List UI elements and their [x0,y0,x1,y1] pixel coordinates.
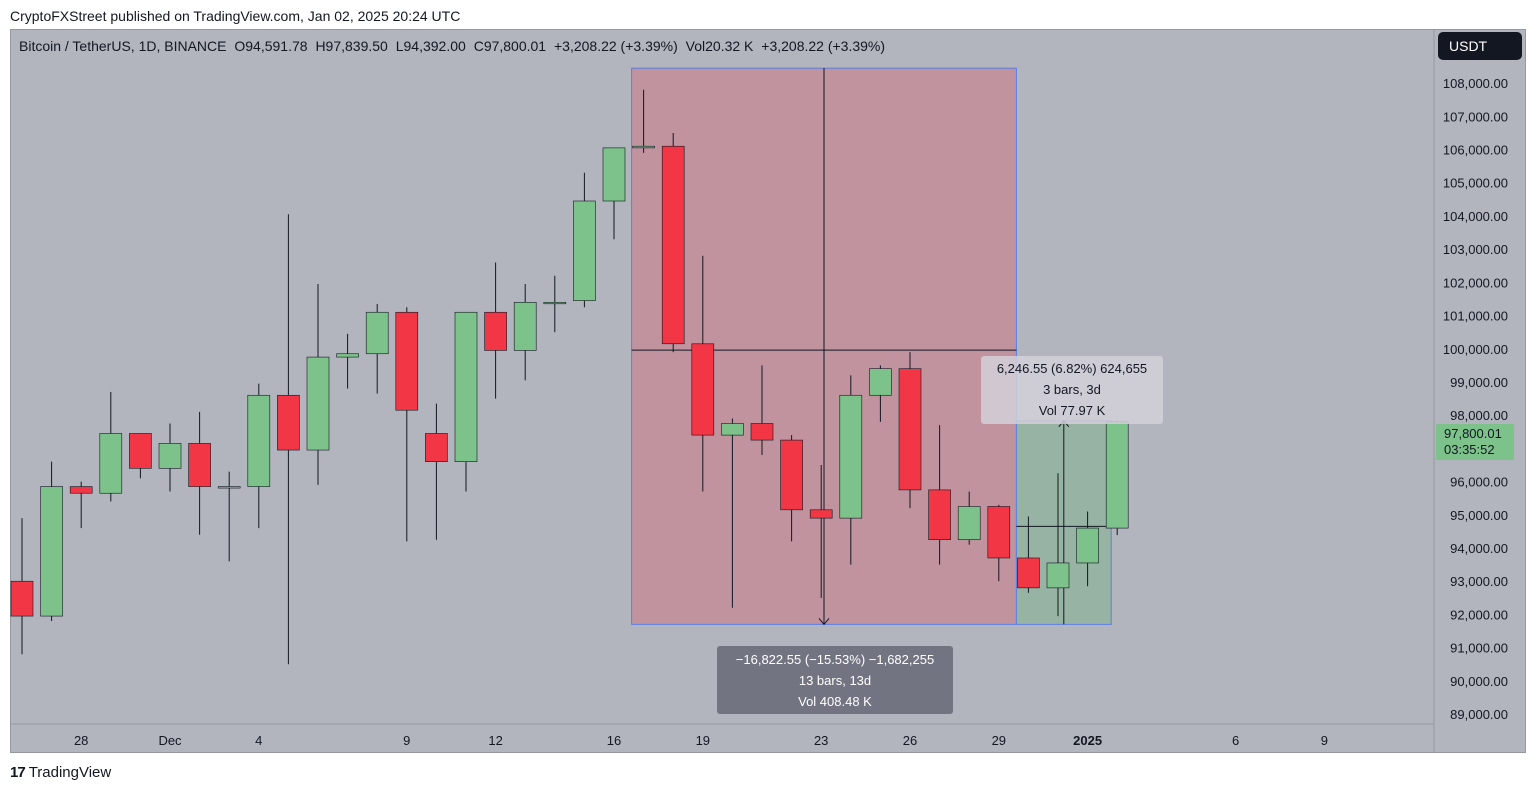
candle-up [158,443,182,469]
candle-down [188,443,211,487]
y-tick-label: 108,000.00 [1443,76,1508,91]
candle-up [721,423,744,436]
candle-down [898,368,922,491]
currency-button[interactable]: USDT [1438,32,1522,60]
x-tick-label: 28 [74,733,88,748]
candle-up [957,506,981,541]
candle-down [987,506,1011,559]
legend-symbol[interactable]: Bitcoin / TetherUS, 1D, BINANCE [19,38,227,54]
candle-down [10,580,34,617]
y-tick-label: 98,000.00 [1450,408,1508,423]
candle-up [454,311,478,462]
candle-up [247,394,271,487]
candle-down [69,486,93,494]
candle-down [484,311,507,351]
candle-countdown: 03:35:52 [1444,442,1495,457]
candle-down [395,311,419,411]
candle-up [573,200,596,301]
candle-down [928,489,951,541]
candle-up [99,433,123,494]
measure-up-change: 6,246.55 (6.82%) 624,655 [996,361,1148,376]
legend-change: +3,208.22 (+3.39%) [554,38,678,54]
x-tick-label: 6 [1232,733,1239,748]
candle-down [277,394,300,451]
measure-down-bars: 13 bars, 13d [798,673,872,688]
y-tick-label: 103,000.00 [1443,242,1508,257]
legend-high: H97,839.50 [315,38,388,54]
x-tick-label: 9 [403,733,410,748]
x-tick-label: Dec [158,733,182,748]
y-tick-label: 102,000.00 [1443,275,1508,290]
candle-up [869,368,892,396]
candle-up [513,301,537,351]
candle-down [425,433,448,462]
x-tick-label: 29 [992,733,1006,748]
candle-down [809,509,833,519]
measure-up-bars: 3 bars, 3d [1043,382,1101,397]
legend-close: C97,800.01 [473,38,547,54]
candle-down [129,433,152,469]
candle-up [365,311,389,355]
x-tick-label: 23 [814,733,828,748]
measure-down-change: −16,822.55 (−15.53%) −1,682,255 [735,652,935,667]
candle-up [602,147,626,202]
x-tick-label: 4 [255,733,262,748]
x-tick-label: 16 [607,733,621,748]
y-tick-label: 104,000.00 [1443,209,1508,224]
x-tick-label: 19 [696,733,710,748]
candle-up [543,301,567,305]
candle-down [780,439,803,511]
last-price-label: 97,800.01 03:35:52 [1436,424,1514,460]
y-tick-label: 105,000.00 [1443,176,1508,191]
symbol-legend: Bitcoin / TetherUS, 1D, BINANCE O94,591.… [19,38,889,54]
y-tick-label: 89,000.00 [1450,707,1508,722]
y-tick-label: 90,000.00 [1450,674,1508,689]
candle-up [336,353,359,358]
candle-down [661,145,685,345]
y-tick-label: 91,000.00 [1450,641,1508,656]
candle-down [691,343,715,436]
candle-down [750,423,774,441]
legend-volume: Vol20.32 K [685,38,754,54]
y-tick-label: 93,000.00 [1450,574,1508,589]
candle-up [1076,527,1099,564]
candle-up [632,145,655,149]
y-tick-label: 96,000.00 [1450,475,1508,490]
y-tick-label: 92,000.00 [1450,607,1508,622]
y-tick-label: 99,000.00 [1450,375,1508,390]
published-header: CryptoFXStreet published on TradingView.… [10,8,461,24]
y-tick-label: 94,000.00 [1450,541,1508,556]
candle-up [217,486,241,489]
x-tick-label: 2025 [1073,733,1102,748]
measure-up-tooltip: 6,246.55 (6.82%) 624,655 3 bars, 3d Vol … [981,356,1163,424]
x-tick-label: 26 [903,733,917,748]
y-tick-label: 101,000.00 [1443,309,1508,324]
legend-volume-change: +3,208.22 (+3.39%) [761,38,886,54]
x-tick-label: 9 [1321,733,1328,748]
legend-open: O94,591.78 [234,38,308,54]
candle-up [306,356,330,451]
measure-up-volume: Vol 77.97 K [1038,403,1106,418]
y-tick-label: 107,000.00 [1443,109,1508,124]
x-tick-label: 12 [488,733,502,748]
candles-layer [10,89,1129,665]
last-price-value: 97,800.01 [1444,426,1502,441]
tradingview-logo-icon: 17 [10,764,26,781]
y-tick-label: 95,000.00 [1450,508,1508,523]
measure-down-tooltip: −16,822.55 (−15.53%) −1,682,255 13 bars,… [717,646,953,714]
candle-up [1046,562,1070,589]
candle-up [839,394,863,519]
footer-brand[interactable]: 17 TradingView [10,764,111,781]
range-arrow-down [818,618,830,626]
y-tick-label: 106,000.00 [1443,143,1508,158]
axis-layer: 109,000.00108,000.00107,000.00106,000.00… [10,30,1508,753]
candle-down [1017,557,1040,589]
y-tick-label: 100,000.00 [1443,342,1508,357]
candle-up [40,486,63,617]
candle-up [1105,421,1129,529]
measure-down-volume: Vol 408.48 K [798,694,872,709]
legend-low: L94,392.00 [395,38,466,54]
footer-brand-label: TradingView [28,764,112,781]
